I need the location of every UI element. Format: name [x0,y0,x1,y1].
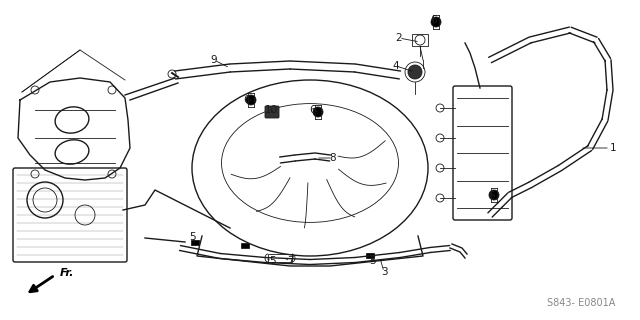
Text: 2: 2 [396,33,403,43]
Text: 6: 6 [244,95,250,105]
Text: 7: 7 [287,256,293,266]
Text: 4: 4 [393,61,399,71]
Polygon shape [241,243,249,247]
Bar [268,254,292,262]
Text: 1: 1 [610,143,616,153]
Text: 5: 5 [269,256,275,266]
Text: 6: 6 [310,105,316,115]
Circle shape [313,107,323,117]
Text: 8: 8 [330,153,336,163]
Text: 10: 10 [264,105,278,115]
Circle shape [431,17,441,27]
Circle shape [408,65,422,79]
Text: 5: 5 [370,256,376,266]
Text: 5: 5 [189,232,196,242]
Circle shape [489,190,499,200]
Text: 3: 3 [381,267,387,277]
Text: 6: 6 [431,15,437,25]
Text: Fr.: Fr. [60,268,74,278]
Circle shape [246,95,256,105]
Text: 9: 9 [211,55,218,65]
Polygon shape [191,239,199,244]
FancyBboxPatch shape [265,106,279,118]
Text: S843- E0801A: S843- E0801A [547,298,615,308]
Bar [412,34,428,46]
Polygon shape [366,252,374,258]
Text: 6: 6 [489,191,495,201]
